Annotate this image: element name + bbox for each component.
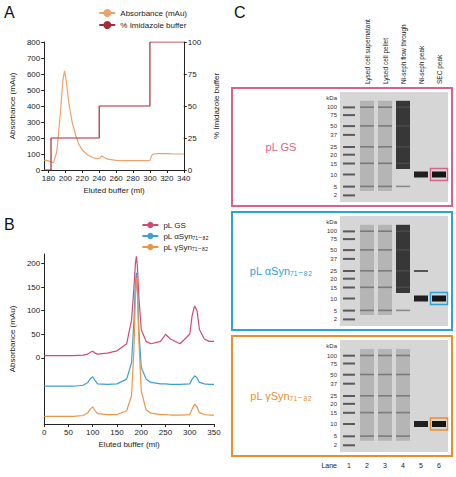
svg-text:100: 100: [86, 428, 100, 437]
svg-text:Ni-seph peak: Ni-seph peak: [418, 45, 426, 84]
svg-text:100: 100: [327, 353, 338, 359]
svg-text:5: 5: [334, 184, 338, 190]
svg-text:37: 37: [330, 256, 337, 262]
svg-text:pL αSyn₇₁₋₈₂: pL αSyn₇₁₋₈₂: [163, 232, 208, 241]
svg-text:4: 4: [401, 462, 405, 469]
svg-text:15: 15: [330, 285, 337, 291]
svg-text:400: 400: [27, 102, 41, 111]
svg-text:20: 20: [330, 401, 337, 407]
svg-text:50: 50: [31, 330, 40, 339]
svg-text:15: 15: [330, 161, 337, 167]
svg-text:280: 280: [126, 174, 140, 183]
svg-text:5: 5: [334, 433, 338, 439]
svg-text:20: 20: [330, 276, 337, 282]
svg-text:pL GS: pL GS: [266, 141, 297, 153]
svg-text:700: 700: [27, 54, 41, 63]
svg-text:50: 50: [330, 247, 337, 253]
svg-text:10: 10: [330, 172, 337, 178]
svg-text:2: 2: [365, 462, 369, 469]
svg-text:kDa: kDa: [326, 95, 337, 101]
svg-text:500: 500: [27, 86, 41, 95]
svg-text:Lysed cell supernatant: Lysed cell supernatant: [364, 19, 372, 84]
svg-text:kDa: kDa: [326, 219, 337, 225]
svg-text:6: 6: [437, 462, 441, 469]
svg-text:SEC peak: SEC peak: [436, 54, 444, 84]
svg-text:75: 75: [330, 236, 337, 242]
svg-text:100: 100: [188, 38, 202, 47]
svg-text:1: 1: [347, 462, 351, 469]
svg-text:% Imidazole buffer: % Imidazole buffer: [120, 21, 186, 30]
svg-text:300: 300: [183, 428, 197, 437]
svg-text:600: 600: [27, 70, 41, 79]
svg-text:0: 0: [36, 353, 41, 362]
svg-text:10: 10: [330, 421, 337, 427]
svg-text:200: 200: [59, 174, 73, 183]
svg-text:Eluted buffer (ml): Eluted buffer (ml): [83, 186, 145, 195]
svg-text:% Imidazole buffer: % Imidazole buffer: [212, 73, 221, 139]
svg-text:0: 0: [187, 165, 193, 175]
svg-text:50: 50: [330, 372, 337, 378]
svg-text:260: 260: [109, 174, 123, 183]
svg-text:50: 50: [188, 102, 197, 111]
svg-text:20: 20: [330, 152, 337, 158]
svg-text:0: 0: [36, 166, 41, 175]
svg-text:240: 240: [93, 174, 107, 183]
svg-text:15: 15: [330, 410, 337, 416]
svg-text:2: 2: [334, 316, 338, 322]
svg-text:300: 300: [27, 118, 41, 127]
svg-text:37: 37: [330, 132, 337, 138]
svg-text:3: 3: [383, 462, 387, 469]
svg-text:200: 200: [27, 134, 41, 143]
svg-text:Lysed cell pellet: Lysed cell pellet: [382, 38, 390, 84]
svg-text:200: 200: [27, 259, 41, 268]
svg-text:25: 25: [330, 393, 337, 399]
svg-text:50: 50: [330, 123, 337, 129]
svg-text:800: 800: [27, 38, 41, 47]
svg-text:10: 10: [330, 296, 337, 302]
svg-text:2: 2: [334, 442, 338, 448]
svg-text:180: 180: [42, 174, 56, 183]
svg-text:5: 5: [334, 308, 338, 314]
svg-text:C: C: [234, 4, 246, 21]
svg-text:50: 50: [64, 428, 73, 437]
svg-text:Ni-seph flow through: Ni-seph flow through: [400, 24, 408, 84]
svg-text:100: 100: [27, 150, 41, 159]
svg-text:5: 5: [419, 462, 423, 469]
svg-text:220: 220: [76, 174, 90, 183]
svg-text:200: 200: [135, 428, 149, 437]
svg-text:kDa: kDa: [326, 343, 337, 349]
svg-text:pL γSyn₇₁₋₈₂: pL γSyn₇₁₋₈₂: [163, 243, 208, 252]
svg-text:A: A: [4, 4, 15, 21]
svg-text:100: 100: [27, 306, 41, 315]
svg-text:100: 100: [327, 104, 338, 110]
svg-text:320: 320: [160, 174, 174, 183]
svg-text:B: B: [4, 216, 15, 233]
svg-text:Eluted buffer (ml): Eluted buffer (ml): [99, 440, 161, 449]
svg-text:Absorbance (mAu): Absorbance (mAu): [120, 9, 187, 18]
svg-text:0: 0: [42, 428, 47, 437]
svg-text:150: 150: [110, 428, 124, 437]
svg-text:Lane: Lane: [321, 462, 337, 469]
svg-text:300: 300: [143, 174, 157, 183]
svg-text:75: 75: [330, 112, 337, 118]
svg-text:37: 37: [330, 381, 337, 387]
svg-text:350: 350: [207, 428, 221, 437]
svg-text:Absorbance (mAu): Absorbance (mAu): [8, 305, 17, 372]
svg-text:pL αSyn₇₁₋₈₂: pL αSyn₇₁₋₈₂: [250, 265, 312, 277]
svg-text:Absorbance (mAu): Absorbance (mAu): [8, 72, 17, 139]
svg-text:pL GS: pL GS: [163, 221, 185, 230]
svg-text:2: 2: [334, 192, 338, 198]
svg-text:340: 340: [177, 174, 191, 183]
svg-text:25: 25: [330, 268, 337, 274]
svg-text:150: 150: [27, 283, 41, 292]
svg-text:pL γSyn₇₁₋₈₂: pL γSyn₇₁₋₈₂: [250, 390, 311, 402]
svg-text:100: 100: [327, 228, 338, 234]
svg-text:75: 75: [330, 361, 337, 367]
svg-text:250: 250: [159, 428, 173, 437]
svg-text:25: 25: [330, 144, 337, 150]
svg-text:25: 25: [188, 134, 197, 143]
svg-text:75: 75: [188, 70, 197, 79]
